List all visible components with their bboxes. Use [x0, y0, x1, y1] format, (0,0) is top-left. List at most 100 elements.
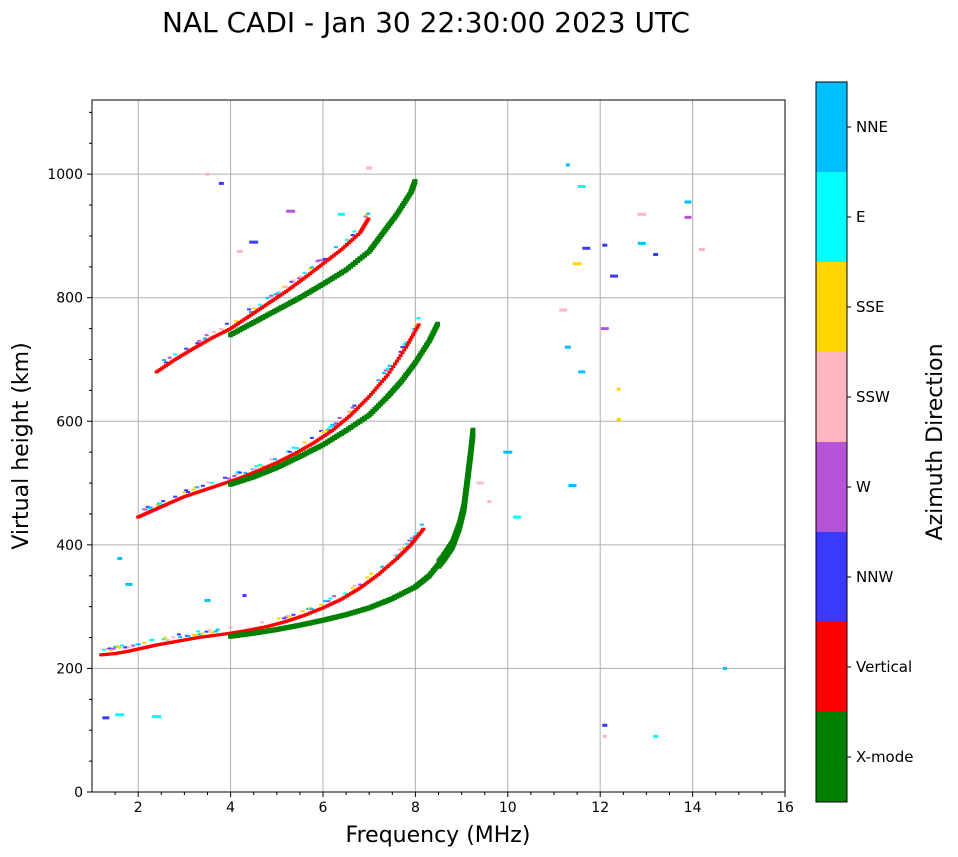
- echo-mark: [402, 343, 407, 346]
- echo-mark: [363, 215, 368, 218]
- echo-mark: [366, 166, 373, 170]
- echo-mark: [291, 613, 296, 616]
- echo-mark: [274, 293, 279, 296]
- echo-mark: [381, 372, 386, 375]
- echo-mark: [291, 446, 296, 449]
- echo-mark: [400, 346, 405, 349]
- echo-mark: [322, 600, 327, 603]
- echo-mark: [369, 392, 374, 396]
- echo-mark: [359, 228, 364, 232]
- echo-mark: [416, 323, 421, 327]
- echo-mark: [333, 425, 338, 429]
- echo-mark: [191, 488, 196, 491]
- echo-mark: [144, 506, 149, 509]
- echo-mark: [402, 348, 407, 352]
- echo-mark: [409, 335, 414, 339]
- y-tick-label: 600: [56, 414, 83, 430]
- echo-mark: [308, 607, 313, 610]
- echo-mark: [383, 375, 388, 379]
- echo-mark: [162, 359, 167, 362]
- y-tick-label: 0: [74, 785, 83, 801]
- echo-mark: [107, 647, 112, 650]
- echo-mark: [234, 320, 239, 323]
- echo-mark: [309, 436, 314, 439]
- echo-mark: [218, 181, 224, 185]
- echo-mark: [117, 556, 123, 560]
- echo-mark: [435, 321, 441, 327]
- y-tick-label: 1000: [47, 167, 83, 183]
- echo-mark: [354, 408, 359, 412]
- echo-mark: [378, 382, 383, 386]
- echo-mark: [158, 502, 163, 505]
- echo-mark: [487, 500, 492, 504]
- echo-mark: [150, 638, 155, 641]
- echo-mark: [111, 647, 116, 650]
- echo-mark: [308, 267, 313, 270]
- echo-mark: [298, 275, 303, 278]
- echo-mark: [393, 558, 398, 562]
- echo-mark: [345, 416, 350, 420]
- echo-mark: [722, 666, 727, 670]
- colorbar-frame: [815, 81, 848, 803]
- echo-mark: [143, 508, 148, 511]
- echo-mark: [616, 387, 621, 391]
- echo-mark: [356, 233, 361, 237]
- echo-mark: [210, 631, 215, 634]
- echo-mark: [147, 507, 152, 510]
- echo-mark: [361, 225, 366, 229]
- colorbar-segment: [816, 532, 847, 622]
- echo-mark: [102, 716, 110, 720]
- echo-mark: [242, 594, 247, 598]
- echo-mark: [317, 259, 322, 262]
- echo-mark: [559, 308, 568, 312]
- echo-mark: [247, 308, 252, 311]
- echo-mark: [282, 617, 287, 620]
- echo-mark: [401, 547, 406, 550]
- echo-mark: [364, 214, 369, 217]
- echo-mark: [406, 340, 411, 344]
- echo-mark: [367, 395, 372, 399]
- echo-mark: [291, 279, 296, 282]
- echo-mark: [365, 396, 370, 400]
- echo-mark: [653, 252, 659, 256]
- echo-mark: [296, 277, 301, 280]
- echo-mark: [376, 379, 381, 382]
- echo-mark: [148, 506, 153, 509]
- colorbar-tick-label: SSE: [856, 298, 885, 316]
- echo-mark: [124, 646, 129, 649]
- echo-mark: [193, 633, 198, 636]
- echo-mark: [341, 246, 346, 250]
- echo-mark: [350, 406, 355, 409]
- echo-mark: [260, 621, 265, 624]
- echo-mark: [295, 447, 300, 450]
- echo-mark: [352, 236, 357, 240]
- echo-mark: [248, 310, 253, 313]
- echo-mark: [337, 212, 345, 216]
- echo-mark: [186, 635, 191, 638]
- echo-mark: [352, 404, 357, 407]
- echo-mark: [419, 523, 424, 526]
- echo-mark: [200, 632, 205, 635]
- echo-mark: [389, 367, 394, 371]
- echo-mark: [387, 370, 392, 374]
- echo-mark: [165, 638, 170, 641]
- echo-mark: [503, 450, 513, 454]
- echo-mark: [352, 584, 357, 587]
- echo-mark: [300, 610, 305, 613]
- colorbar-segment: [816, 622, 847, 712]
- echo-mark: [412, 330, 417, 334]
- echo-mark: [476, 481, 484, 485]
- echo-mark: [380, 565, 385, 568]
- colorbar-tick-label: NNE: [856, 118, 888, 136]
- echo-mark: [637, 241, 646, 245]
- echo-mark: [302, 441, 307, 444]
- echo-mark: [415, 325, 420, 329]
- echo-mark: [684, 215, 692, 219]
- plot-frame: [91, 99, 786, 793]
- echo-mark: [348, 413, 353, 417]
- echo-mark: [182, 490, 187, 493]
- echo-mark: [163, 361, 168, 364]
- echo-mark: [385, 564, 390, 568]
- echo-mark: [698, 248, 705, 252]
- echo-mark: [412, 179, 418, 185]
